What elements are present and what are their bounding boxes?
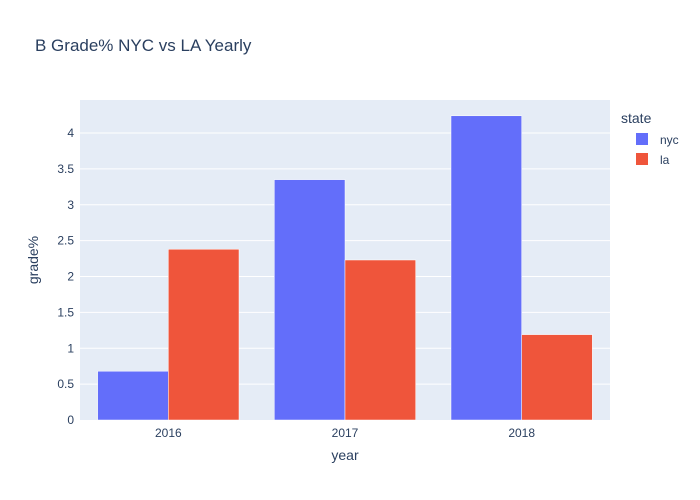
legend-swatch-nyc[interactable] — [636, 133, 648, 145]
bar-la-2017[interactable] — [344, 259, 416, 421]
x-axis-title: year — [331, 447, 359, 463]
x-tick-label: 2016 — [155, 426, 182, 440]
y-axis-ticks: 0 0.5 1 1.5 2 2.5 3 3.5 4 — [57, 126, 74, 427]
y-axis-title: grade% — [25, 236, 41, 284]
bar-la-2018[interactable] — [521, 334, 593, 421]
y-tick-label: 3 — [67, 198, 74, 212]
bar-nyc-2018[interactable] — [450, 115, 522, 421]
legend-swatch-la[interactable] — [636, 153, 648, 165]
y-tick-label: 2.5 — [57, 234, 74, 248]
y-tick-label: 2 — [67, 270, 74, 284]
x-tick-label: 2018 — [508, 426, 535, 440]
y-tick-label: 1.5 — [57, 305, 74, 319]
chart-title: B Grade% NYC vs LA Yearly — [35, 36, 252, 55]
y-tick-label: 0.5 — [57, 377, 74, 391]
legend-label-nyc[interactable]: nyc — [660, 133, 679, 147]
y-tick-label: 4 — [67, 126, 74, 140]
legend-title: state — [621, 110, 652, 126]
y-tick-label: 1 — [67, 341, 74, 355]
x-tick-label: 2017 — [332, 426, 359, 440]
bar-nyc-2016[interactable] — [97, 370, 169, 421]
bar-nyc-2017[interactable] — [274, 179, 346, 421]
legend[interactable]: state nyc la — [621, 110, 679, 167]
bar-la-2016[interactable] — [168, 248, 240, 421]
x-axis-ticks: 2016 2017 2018 — [155, 426, 535, 440]
legend-label-la[interactable]: la — [660, 153, 670, 167]
y-tick-label: 0 — [67, 413, 74, 427]
bars — [97, 115, 593, 421]
y-tick-label: 3.5 — [57, 162, 74, 176]
